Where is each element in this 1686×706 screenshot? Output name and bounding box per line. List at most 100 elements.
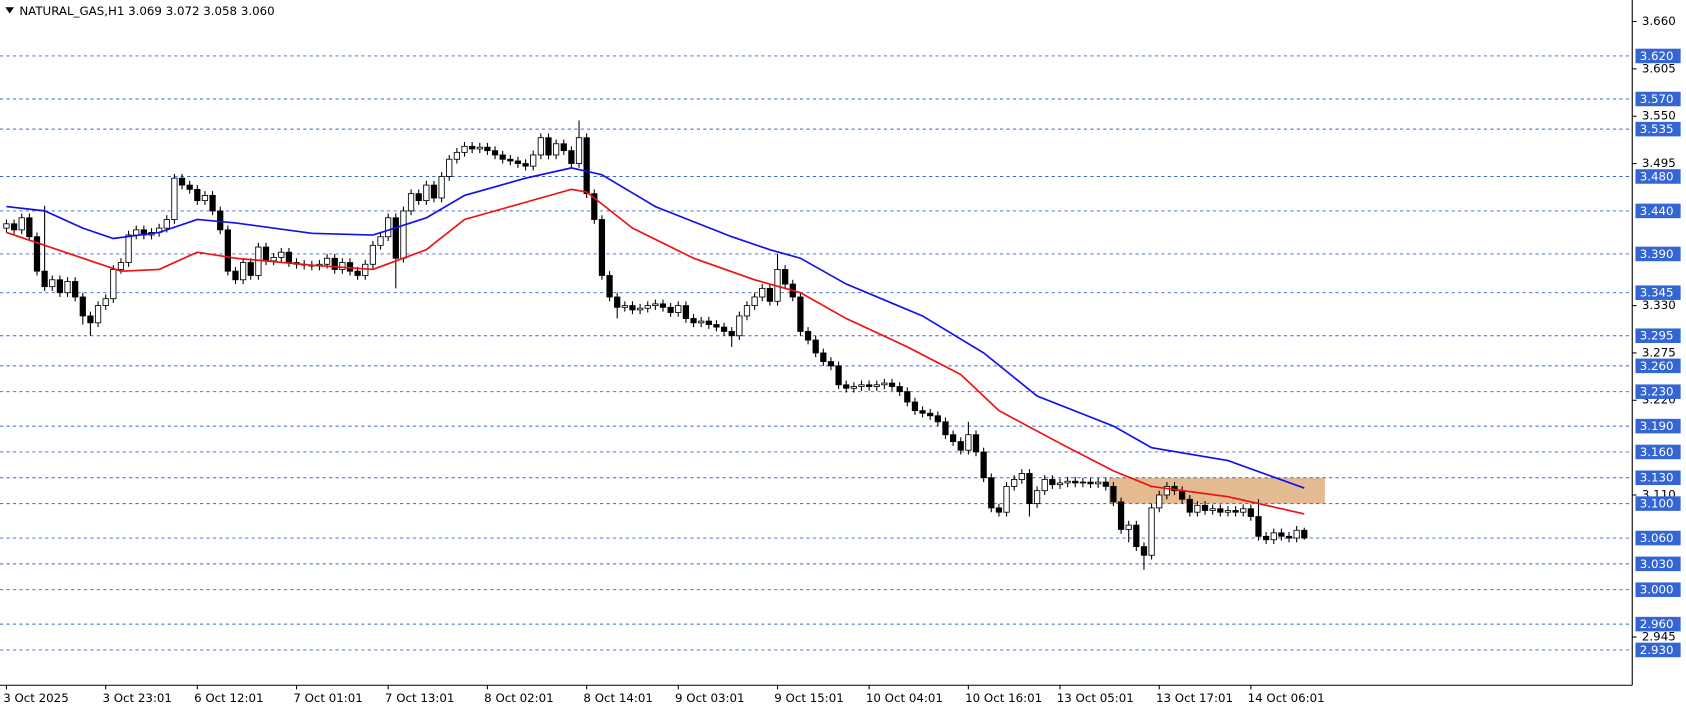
candle-body xyxy=(988,477,995,509)
candle-body xyxy=(201,194,209,201)
candle-body xyxy=(1179,490,1186,500)
candle-body xyxy=(278,251,285,258)
candle-body xyxy=(652,303,659,307)
candle-body xyxy=(858,384,865,387)
candle-body xyxy=(514,160,522,164)
candle-body xyxy=(117,262,125,270)
level-label: 3.535 xyxy=(1640,122,1674,136)
level-box xyxy=(1635,530,1681,546)
candle-body xyxy=(125,234,132,263)
candle-body xyxy=(949,434,957,443)
candle-body xyxy=(850,386,857,389)
candle-body xyxy=(1079,481,1087,484)
x-tick-label: 9 Oct 03:01 xyxy=(675,691,744,705)
candle-body xyxy=(1232,510,1239,513)
level-label: 3.390 xyxy=(1640,247,1674,261)
candle-body xyxy=(866,384,873,387)
candle-body xyxy=(934,415,941,423)
candle-body xyxy=(110,269,117,300)
candle-body xyxy=(919,410,926,414)
candle-body xyxy=(1003,485,1010,513)
level-box xyxy=(1635,496,1681,511)
level-label: 2.960 xyxy=(1640,617,1674,631)
candle-body xyxy=(1117,501,1125,530)
candle-body xyxy=(1072,480,1079,484)
x-tick-label: 8 Oct 14:01 xyxy=(583,691,652,705)
candle-body xyxy=(10,223,18,231)
candle-body xyxy=(1301,529,1308,539)
candle-body xyxy=(598,219,606,276)
level-box xyxy=(1635,418,1681,434)
level-label: 3.260 xyxy=(1640,359,1674,373)
level-box xyxy=(1635,285,1681,300)
candle-body xyxy=(331,257,338,270)
candle-body xyxy=(682,305,690,319)
candle-body xyxy=(247,262,254,276)
candle-body xyxy=(178,177,186,186)
candle-body xyxy=(1095,481,1102,485)
level-label: 3.570 xyxy=(1640,92,1674,106)
candle-body xyxy=(1140,546,1148,556)
candle-body xyxy=(537,137,544,156)
x-tick-label: 8 Oct 02:01 xyxy=(484,691,553,705)
y-tick-label: 3.330 xyxy=(1642,298,1676,312)
candle-body xyxy=(1033,490,1041,505)
candle-body xyxy=(232,270,239,281)
candle-body xyxy=(698,320,705,324)
level-label: 3.295 xyxy=(1640,329,1674,343)
x-tick-label: 9 Oct 15:01 xyxy=(774,691,843,705)
candle-body xyxy=(339,262,346,270)
candle-body xyxy=(1041,479,1048,492)
candle-body xyxy=(621,305,628,308)
candle-body xyxy=(888,382,896,387)
candle-body xyxy=(820,352,827,362)
candle-body xyxy=(33,236,41,272)
candle-body xyxy=(713,324,720,328)
candle-body xyxy=(980,451,987,479)
x-tick-label: 7 Oct 01:01 xyxy=(293,691,362,705)
level-box xyxy=(1635,642,1681,658)
candle-body xyxy=(690,318,697,324)
candle-body xyxy=(736,315,743,337)
candle-body xyxy=(522,163,529,167)
candle-body xyxy=(469,145,476,150)
candle-body xyxy=(728,331,735,337)
candle-body xyxy=(415,193,422,201)
candle-body xyxy=(972,434,980,453)
candle-body xyxy=(560,143,567,152)
candle-body xyxy=(743,305,751,317)
candle-body xyxy=(392,217,399,259)
level-label: 3.060 xyxy=(1640,531,1674,545)
candle-body xyxy=(1102,481,1109,487)
candle-body xyxy=(995,507,1003,513)
y-tick-label: 2.945 xyxy=(1642,630,1676,644)
candle-body xyxy=(1011,479,1018,487)
candle-body xyxy=(1285,535,1293,539)
candle-body xyxy=(377,236,384,246)
ma-line xyxy=(6,167,1305,489)
candle-body xyxy=(1240,508,1247,513)
candle-body xyxy=(270,256,277,262)
candle-body xyxy=(751,296,758,307)
candle-body xyxy=(461,145,468,153)
candle-body xyxy=(575,137,583,164)
candle-body xyxy=(1201,504,1209,511)
candle-body xyxy=(881,382,888,386)
candle-body xyxy=(644,305,651,309)
candle-body xyxy=(453,151,460,160)
candle-body xyxy=(1018,473,1025,480)
candle-body xyxy=(911,401,919,412)
candle-body xyxy=(1148,507,1155,556)
candle-body xyxy=(766,287,774,302)
level-box xyxy=(1635,358,1681,374)
candle-body xyxy=(873,384,880,387)
candle-body xyxy=(636,307,644,311)
level-box xyxy=(1635,121,1681,137)
candle-body xyxy=(385,217,392,238)
candle-body xyxy=(614,296,621,308)
candle-body xyxy=(1064,480,1071,484)
ma-line xyxy=(6,188,1305,515)
candle-body xyxy=(262,246,270,262)
menu-arrow[interactable] xyxy=(5,7,14,14)
